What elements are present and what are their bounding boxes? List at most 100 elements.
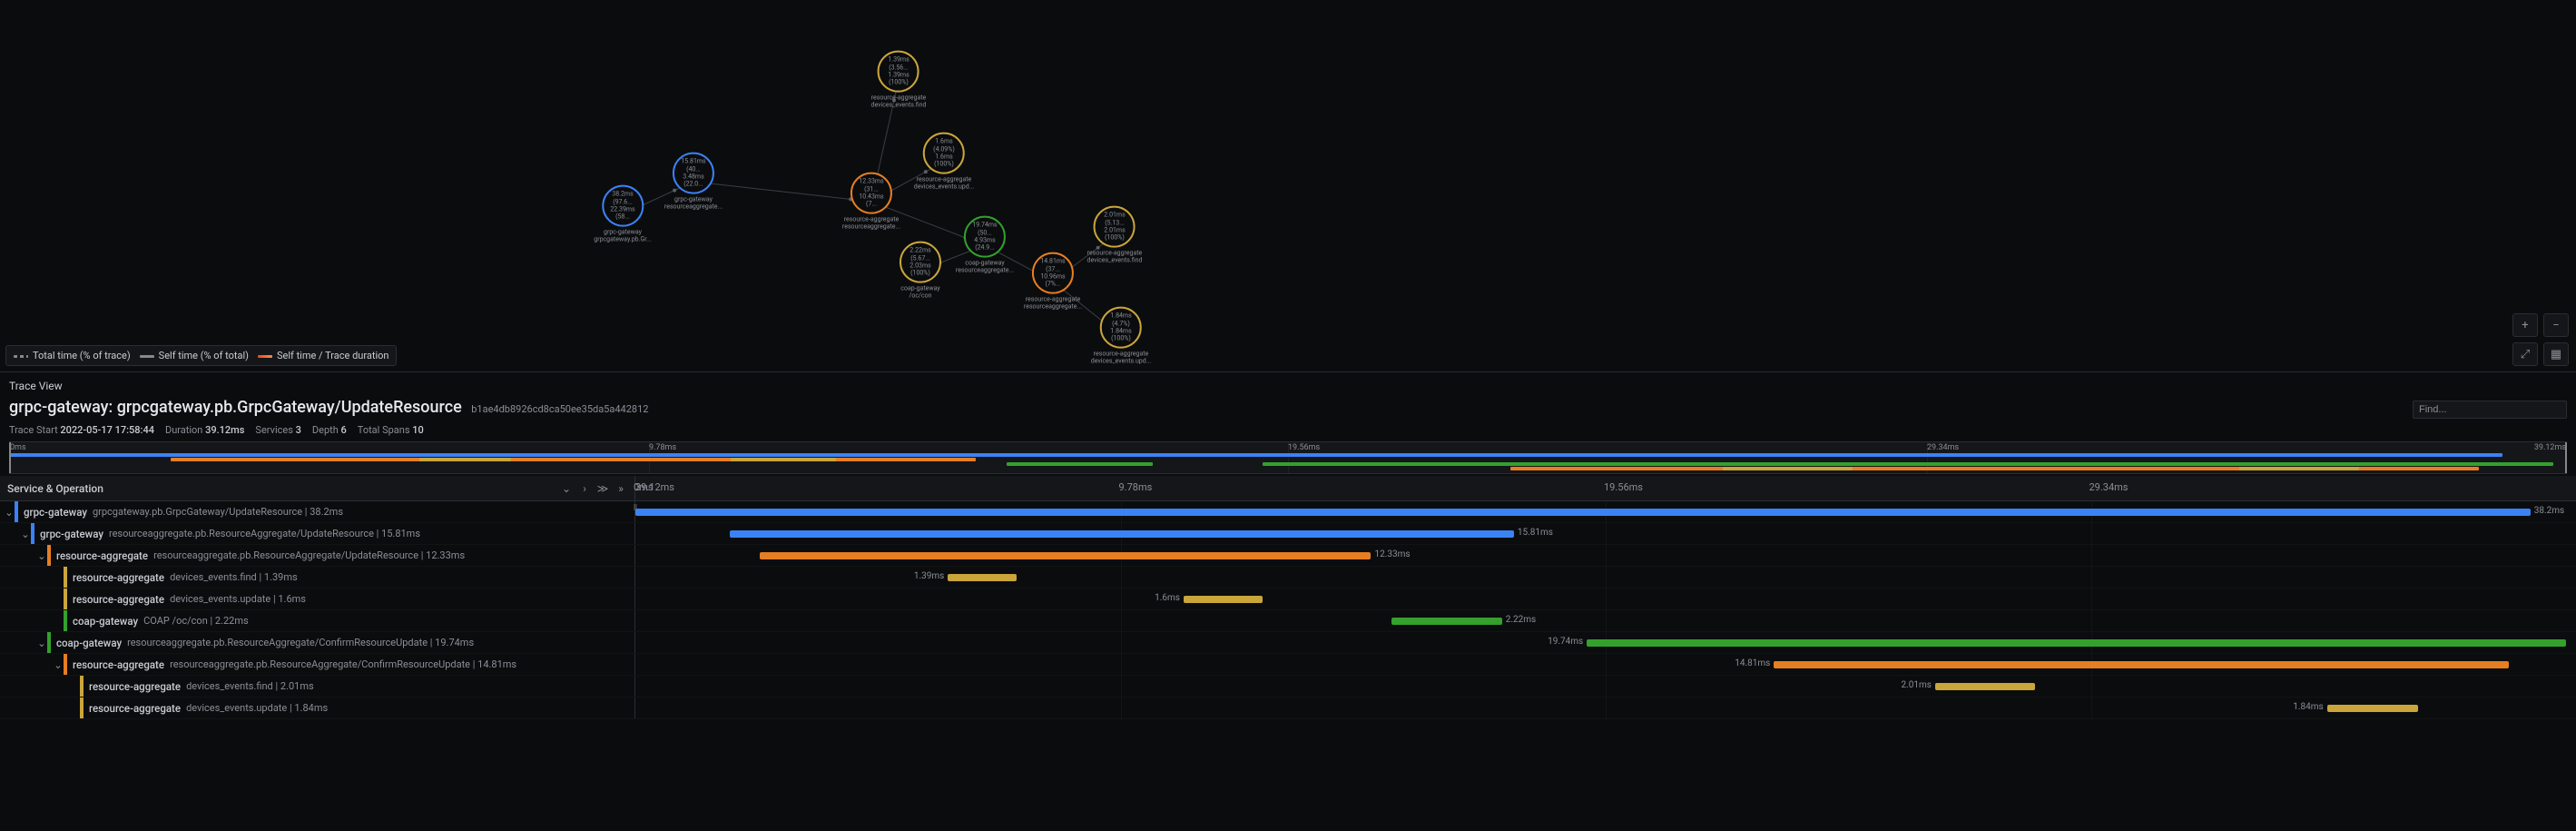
zoom-out-button[interactable]: −: [2543, 313, 2569, 337]
span-service: resource-aggregate: [73, 658, 164, 671]
grid-view-button[interactable]: ▦: [2543, 342, 2569, 366]
span-operation: grpcgateway.pb.GrpcGateway/UpdateResourc…: [93, 506, 343, 518]
minimap-bar: [2239, 467, 2359, 470]
span-row[interactable]: resource-aggregate devices_events.update…: [0, 697, 2576, 719]
span-operation: resourceaggregate.pb.ResourceAggregate/U…: [109, 528, 420, 539]
span-service: resource-aggregate: [73, 593, 164, 606]
span-service: coap-gateway: [73, 615, 138, 628]
expand-all-icon[interactable]: ≫: [595, 480, 611, 497]
span-bar[interactable]: [1184, 596, 1263, 603]
span-caret[interactable]: ⌄: [53, 658, 64, 671]
span-operation: devices_events.update | 1.84ms: [186, 702, 328, 714]
span-operation: devices_events.find | 2.01ms: [186, 680, 314, 692]
minimap-tick: 29.34ms: [1927, 443, 1959, 452]
span-bar[interactable]: [2327, 705, 2419, 712]
span-row[interactable]: ⌄resource-aggregate resourceaggregate.pb…: [0, 545, 2576, 567]
dependency-graph[interactable]: 1.39ms (3.56...1.39ms (100%) resource-ag…: [0, 0, 2576, 372]
meta-label: Services: [255, 424, 292, 436]
fit-view-button[interactable]: ⤢: [2512, 342, 2538, 366]
graph-legend: Total time (% of trace) Self time (% of …: [5, 345, 397, 366]
graph-node[interactable]: 2.01ms (5.13...2.01ms (100%) resource-ag…: [1087, 206, 1143, 265]
span-duration-label: 12.33ms: [1374, 549, 1410, 559]
span-caret[interactable]: ⌄: [36, 549, 47, 562]
span-service: resource-aggregate: [89, 680, 181, 693]
graph-node[interactable]: 1.84ms (4.7%)1.84ms (100%) resource-aggr…: [1091, 307, 1151, 366]
trace-title: grpc-gateway: grpcgateway.pb.GrpcGateway…: [9, 398, 648, 417]
trace-view-label: Trace View: [9, 380, 2567, 392]
collapse-all-icon[interactable]: ⌄: [558, 480, 575, 497]
span-service: grpc-gateway: [24, 506, 87, 519]
span-caret[interactable]: ⌄: [36, 637, 47, 649]
graph-node[interactable]: 1.6ms (4.09%)1.6ms (100%) resource-aggre…: [914, 133, 974, 192]
span-row[interactable]: ⌄ coap-gateway resourceaggregate.pb.Resou…: [0, 632, 2576, 654]
minimap-tick: 0ms: [10, 443, 26, 452]
span-bar[interactable]: [1391, 618, 1501, 625]
span-operation: devices_events.update | 1.6ms: [170, 593, 306, 605]
graph-node[interactable]: 12.33ms (31...10.43ms (7... resource-agg…: [842, 173, 900, 232]
legend-item: Self time (% of total): [159, 350, 249, 361]
graph-node[interactable]: 19.74ms (50...4.93ms (24.9... coap-gatew…: [956, 216, 1014, 275]
span-operation: resourceaggregate.pb.ResourceAggregate/C…: [127, 637, 474, 648]
minimap-tick: 9.78ms: [649, 443, 676, 452]
minimap-handle[interactable]: [9, 442, 11, 473]
minimap-handle[interactable]: [2565, 442, 2567, 473]
span-color-bar: [64, 610, 67, 631]
expand-full-icon[interactable]: »: [613, 480, 629, 497]
timeline-header: 0ms9.78ms19.56ms29.34ms39.12ms: [635, 476, 2576, 500]
split-handle[interactable]: [633, 501, 638, 719]
span-color-bar: [47, 545, 51, 566]
trace-operation: grpcgateway.pb.GrpcGateway/UpdateResourc…: [117, 398, 462, 417]
graph-node[interactable]: 2.22ms (5.67...2.03ms (100%) coap-gatewa…: [900, 242, 941, 301]
meta-label: Depth: [312, 424, 339, 436]
span-bar[interactable]: [760, 552, 1372, 559]
span-row[interactable]: ⌄grpc-gateway resourceaggregate.pb.Resou…: [0, 523, 2576, 545]
minimap-bar: [133, 453, 1165, 457]
span-row[interactable]: resource-aggregate devices_events.update…: [0, 589, 2576, 610]
span-caret[interactable]: ⌄: [20, 528, 31, 540]
span-duration-label: 15.81ms: [1518, 528, 1553, 538]
span-operation: resourceaggregate.pb.ResourceAggregate/U…: [153, 549, 465, 561]
meta-value: 10: [412, 424, 424, 436]
span-color-bar: [15, 501, 18, 522]
graph-node[interactable]: 15.81ms (40...3.48ms (22.0... grpc-gatew…: [664, 153, 723, 212]
span-duration-label: 2.22ms: [1506, 615, 1536, 625]
meta-value: 3: [296, 424, 301, 436]
span-service: coap-gateway: [56, 637, 122, 649]
span-bar[interactable]: [1935, 683, 2035, 690]
span-color-bar: [80, 697, 84, 718]
span-row[interactable]: resource-aggregate devices_events.find |…: [0, 567, 2576, 589]
expand-one-icon[interactable]: ›: [576, 480, 593, 497]
span-operation: resourceaggregate.pb.ResourceAggregate/C…: [170, 658, 516, 670]
span-bar[interactable]: [730, 530, 1514, 538]
span-row[interactable]: ⌄ grpc-gateway grpcgateway.pb.GrpcGateway…: [0, 501, 2576, 523]
graph-node[interactable]: 14.81ms (37...10.96ms (7%... resource-ag…: [1024, 252, 1082, 312]
meta-label: Total Spans: [358, 424, 410, 436]
trace-minimap[interactable]: 0ms9.78ms19.56ms29.34ms39.12ms: [9, 441, 2567, 474]
tree-tools: ⌄ › ≫ »: [558, 480, 629, 497]
span-color-bar: [31, 523, 34, 544]
span-bar[interactable]: [635, 509, 2531, 516]
minimap-tick: 39.12ms: [2534, 443, 2566, 452]
span-row[interactable]: ⌄ resource-aggregate resourceaggregate.pb…: [0, 654, 2576, 676]
minimap-bar: [1263, 462, 2553, 466]
graph-node[interactable]: 1.39ms (3.56...1.39ms (100%) resource-ag…: [871, 51, 927, 110]
span-row[interactable]: coap-gateway COAP /oc/con | 2.22ms2.22ms: [0, 610, 2576, 632]
minimap-bar: [731, 458, 835, 461]
span-bar[interactable]: [948, 574, 1017, 581]
meta-label: Trace Start: [9, 424, 58, 436]
minimap-bar: [171, 458, 976, 461]
graph-node[interactable]: 38.2ms (97.6...22.39ms (58... grpc-gatew…: [594, 185, 651, 244]
minimap-bar: [1723, 467, 1853, 470]
span-service: resource-aggregate: [89, 702, 181, 715]
span-bar[interactable]: [1774, 661, 2508, 668]
span-caret[interactable]: ⌄: [4, 506, 15, 519]
span-service: resource-aggregate: [73, 571, 164, 584]
span-row[interactable]: resource-aggregate devices_events.find |…: [0, 676, 2576, 697]
legend-item: Self time / Trace duration: [277, 350, 389, 361]
zoom-in-button[interactable]: +: [2512, 313, 2538, 337]
span-color-bar: [64, 567, 67, 588]
columns-header: Service & Operation ⌄ › ≫ » 0ms9.78ms19.…: [0, 476, 2576, 501]
find-input[interactable]: [2413, 401, 2567, 419]
span-bar[interactable]: [1587, 639, 2566, 647]
trace-header: Trace View grpc-gateway: grpcgateway.pb.…: [0, 372, 2576, 476]
